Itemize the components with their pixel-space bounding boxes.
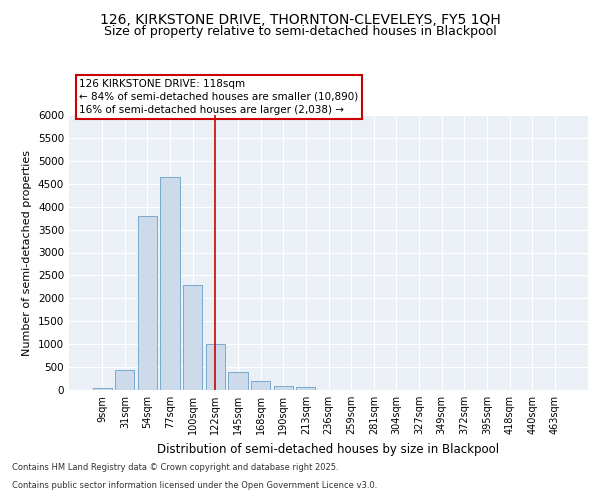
- Bar: [92, 388, 112, 390]
- Bar: [115, 370, 134, 390]
- Text: Size of property relative to semi-detached houses in Blackpool: Size of property relative to semi-detach…: [104, 25, 496, 38]
- Bar: [229, 372, 248, 390]
- Bar: [206, 344, 225, 390]
- Bar: [160, 177, 180, 390]
- Bar: [183, 284, 202, 390]
- Y-axis label: Number of semi-detached properties: Number of semi-detached properties: [22, 150, 32, 356]
- Text: Contains HM Land Registry data © Crown copyright and database right 2025.: Contains HM Land Registry data © Crown c…: [12, 464, 338, 472]
- Text: Contains public sector information licensed under the Open Government Licence v3: Contains public sector information licen…: [12, 481, 377, 490]
- X-axis label: Distribution of semi-detached houses by size in Blackpool: Distribution of semi-detached houses by …: [157, 442, 500, 456]
- Text: 126 KIRKSTONE DRIVE: 118sqm
← 84% of semi-detached houses are smaller (10,890)
1: 126 KIRKSTONE DRIVE: 118sqm ← 84% of sem…: [79, 78, 359, 115]
- Bar: [274, 386, 293, 390]
- Bar: [296, 387, 316, 390]
- Bar: [251, 381, 270, 390]
- Bar: [138, 216, 157, 390]
- Text: 126, KIRKSTONE DRIVE, THORNTON-CLEVELEYS, FY5 1QH: 126, KIRKSTONE DRIVE, THORNTON-CLEVELEYS…: [100, 12, 500, 26]
